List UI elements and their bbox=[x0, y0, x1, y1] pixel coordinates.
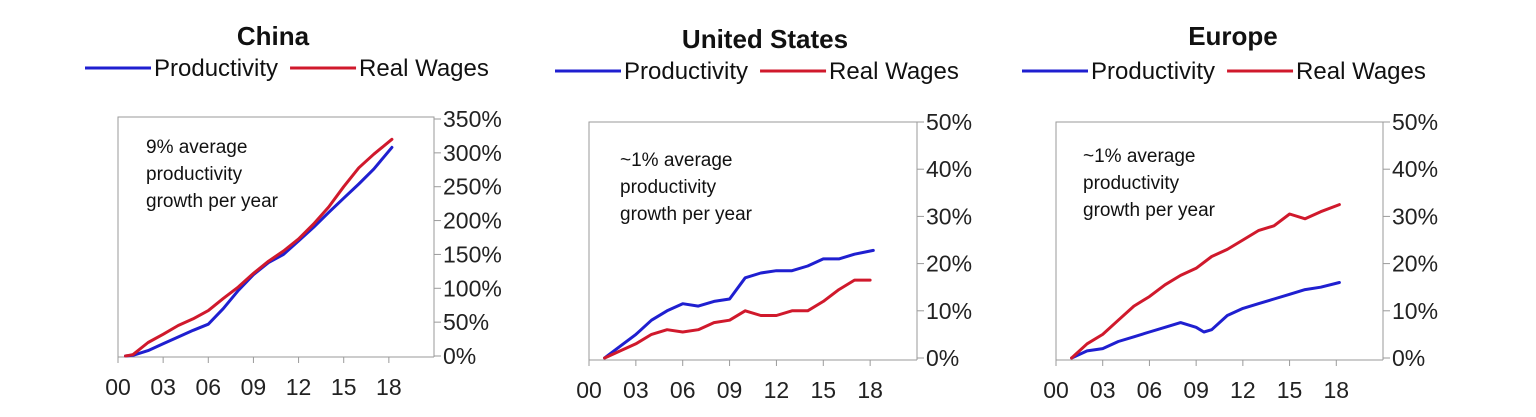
y-tick-label: 20% bbox=[1392, 251, 1438, 277]
legend-label-1: Productivity bbox=[154, 55, 278, 82]
chart-panel-2: United States Productivity Real Wages 0% 10%… bbox=[555, 24, 972, 403]
x-tick-label: 15 bbox=[1277, 377, 1303, 403]
legend-label-1: Productivity bbox=[1091, 58, 1215, 85]
annotation-line: ~1% average bbox=[1083, 146, 1196, 167]
x-tick-label: 06 bbox=[195, 374, 221, 400]
annotation: ~1% average productivity growth per year bbox=[1083, 146, 1216, 221]
plot-frame bbox=[117, 116, 435, 357]
y-tick-label: 50% bbox=[1392, 109, 1438, 135]
x-tick-label: 18 bbox=[857, 377, 883, 403]
annotation-line: productivity bbox=[1083, 173, 1180, 194]
legend: Productivity Real Wages bbox=[555, 58, 959, 85]
legend-label-1: Productivity bbox=[624, 58, 748, 85]
x-tick-label: 03 bbox=[623, 377, 649, 403]
x-tick-label: 12 bbox=[286, 374, 312, 400]
legend-label-2: Real Wages bbox=[829, 58, 959, 85]
plot-frame bbox=[1055, 121, 1384, 360]
x-tick-label: 18 bbox=[1323, 377, 1349, 403]
y-tick-label: 30% bbox=[926, 203, 972, 229]
annotation-line: 9% average bbox=[146, 137, 247, 158]
x-tick-label: 00 bbox=[105, 374, 131, 400]
x-tick-label: 09 bbox=[717, 377, 743, 403]
series-line-real-wages bbox=[1070, 203, 1341, 360]
plot-frame bbox=[588, 121, 918, 360]
x-tick-label: 12 bbox=[764, 377, 790, 403]
y-tick-label: 200% bbox=[443, 208, 502, 234]
series-line-productivity bbox=[603, 248, 875, 360]
annotation: ~1% average productivity growth per year bbox=[620, 150, 753, 225]
x-tick-label: 09 bbox=[1183, 377, 1209, 403]
annotation-line: growth per year bbox=[1083, 200, 1216, 221]
x-tick-label: 00 bbox=[576, 377, 602, 403]
chart-title: United States bbox=[682, 24, 848, 54]
annotation-line: productivity bbox=[620, 177, 717, 198]
x-tick-label: 00 bbox=[1043, 377, 1069, 403]
y-tick-label: 0% bbox=[926, 345, 959, 371]
legend-label-2: Real Wages bbox=[359, 55, 489, 82]
annotation-line: growth per year bbox=[146, 191, 279, 212]
annotation-line: productivity bbox=[146, 164, 243, 185]
annotation-line: ~1% average bbox=[620, 150, 733, 171]
series-line-real-wages bbox=[124, 137, 394, 358]
y-tick-label: 40% bbox=[926, 156, 972, 182]
y-tick-label: 20% bbox=[926, 251, 972, 277]
annotation: 9% average productivity growth per year bbox=[146, 137, 279, 212]
y-tick-label: 350% bbox=[443, 106, 502, 132]
chart-title: China bbox=[237, 21, 310, 51]
series-line-productivity bbox=[1070, 281, 1341, 360]
y-tick-label: 10% bbox=[926, 298, 972, 324]
y-tick-label: 30% bbox=[1392, 203, 1438, 229]
x-tick-label: 03 bbox=[1090, 377, 1116, 403]
y-tick-label: 10% bbox=[1392, 298, 1438, 324]
y-tick-label: 40% bbox=[1392, 156, 1438, 182]
series-line-real-wages bbox=[603, 278, 872, 360]
x-tick-label: 12 bbox=[1230, 377, 1256, 403]
x-tick-label: 15 bbox=[810, 377, 836, 403]
x-tick-label: 18 bbox=[376, 374, 402, 400]
legend: Productivity Real Wages bbox=[85, 55, 489, 82]
x-tick-label: 15 bbox=[331, 374, 357, 400]
x-tick-label: 06 bbox=[1137, 377, 1163, 403]
y-tick-label: 150% bbox=[443, 241, 502, 267]
y-tick-label: 0% bbox=[443, 343, 476, 369]
y-tick-label: 250% bbox=[443, 174, 502, 200]
y-tick-label: 0% bbox=[1392, 345, 1425, 371]
x-tick-label: 03 bbox=[150, 374, 176, 400]
chart-panel-1: China Productivity Real Wages 0% 50% 100% 150%… bbox=[85, 21, 502, 400]
y-tick-label: 300% bbox=[443, 140, 502, 166]
legend: Productivity Real Wages bbox=[1022, 58, 1426, 85]
annotation-line: growth per year bbox=[620, 204, 753, 225]
chart-panel-3: Europe Productivity Real Wages 0% 10% 20% 30% 4… bbox=[1022, 21, 1438, 403]
chart-title: Europe bbox=[1188, 21, 1278, 51]
y-tick-label: 50% bbox=[443, 309, 489, 335]
x-tick-label: 06 bbox=[670, 377, 696, 403]
y-tick-label: 100% bbox=[443, 275, 502, 301]
x-tick-label: 09 bbox=[241, 374, 267, 400]
legend-label-2: Real Wages bbox=[1296, 58, 1426, 85]
y-tick-label: 50% bbox=[926, 109, 972, 135]
